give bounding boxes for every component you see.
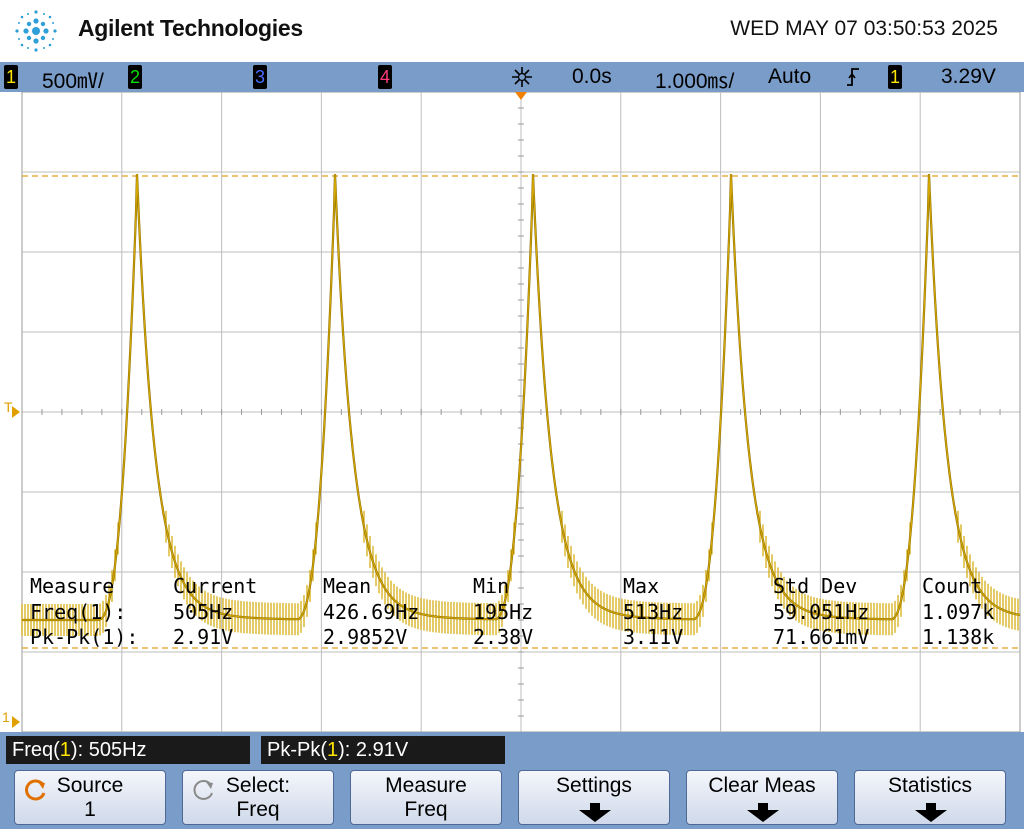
channel-3-indicator[interactable]: 3 (253, 65, 267, 89)
trigger-level[interactable]: 3.29V (941, 65, 996, 89)
trigger-level-marker: T (4, 399, 13, 415)
channel-2-indicator[interactable]: 2 (128, 65, 142, 89)
select-softkey[interactable]: Select: Freq (182, 770, 334, 825)
brand-name: Agilent Technologies (78, 15, 303, 42)
stats-row-label: Freq(1): (30, 600, 126, 624)
stats-cell: 2.38V (473, 625, 533, 649)
clear-meas-softkey[interactable]: Clear Meas (686, 770, 838, 825)
stats-cell: 59.051Hz (773, 600, 869, 624)
stats-cell: 71.661mV (773, 625, 869, 649)
date-time: WED MAY 07 03:50:53 2025 (730, 17, 998, 41)
pk-pk-readout[interactable]: Pk-Pk(1): 2.91V (261, 736, 505, 764)
rising-edge-icon (846, 67, 860, 93)
settings-softkey[interactable]: Settings (518, 770, 670, 825)
stats-row-label: Pk-Pk(1): (30, 625, 138, 649)
agilent-spark-logo-icon (10, 6, 62, 56)
stats-cell: 3.11V (623, 625, 683, 649)
stats-cell: 513Hz (623, 600, 683, 624)
stats-header-max: Max (623, 574, 659, 598)
softkey-bar: Source 1 Select: Freq Measure Freq Setti… (0, 768, 1024, 829)
stats-header-measure: Measure (30, 574, 114, 598)
stats-cell: 195Hz (473, 600, 533, 624)
readout-label: Freq( (12, 739, 60, 761)
submenu-down-arrow-icon (577, 803, 613, 823)
readout-value: ): 505Hz (71, 739, 147, 761)
softkey-label: Clear Meas (687, 774, 837, 798)
time-scale[interactable]: 1.000㎳/ (655, 65, 734, 95)
acquisition-spark-icon (510, 66, 534, 94)
channel-4-indicator[interactable]: 4 (378, 65, 392, 89)
trigger-source: 1 (888, 65, 902, 89)
channel-4-number: 4 (378, 65, 392, 89)
measure-softkey[interactable]: Measure Freq (350, 770, 502, 825)
trigger-level-arrow (12, 406, 20, 418)
channel-1-number: 1 (4, 65, 18, 89)
channel-3-number: 3 (253, 65, 267, 89)
channel-1-scale[interactable]: 500㎷/ (42, 65, 104, 95)
stats-header-current: Current (173, 574, 257, 598)
channel-1-ground-marker: 1 (2, 709, 10, 725)
title-bar: Agilent Technologies WED MAY 07 03:50:53… (0, 0, 1024, 62)
measurement-readout-bar: Freq(1): 505Hz Pk-Pk(1): 2.91V (0, 732, 1024, 768)
source-softkey[interactable]: Source 1 (14, 770, 166, 825)
freq-readout[interactable]: Freq(1): 505Hz (6, 736, 250, 764)
submenu-down-arrow-icon (913, 803, 949, 823)
status-bar: 1 500㎷/ 2 3 4 0.0s 1.000㎳/ Auto 1 3.29V (0, 62, 1024, 92)
stats-cell: 2.91V (173, 625, 233, 649)
stats-cell: 426.69Hz (323, 600, 419, 624)
trigger-source-indicator[interactable]: 1 (888, 65, 902, 89)
stats-header-std-dev: Std Dev (773, 574, 857, 598)
stats-cell: 2.9852V (323, 625, 407, 649)
readout-channel: 1 (60, 739, 71, 761)
readout-channel: 1 (327, 739, 338, 761)
stats-cell: 1.097k (922, 600, 994, 624)
channel-1-indicator[interactable]: 1 (4, 65, 18, 89)
softkey-label: Source (15, 774, 165, 798)
softkey-value: Freq (351, 798, 501, 822)
stats-header-count: Count (922, 574, 982, 598)
stats-cell: 1.138k (922, 625, 994, 649)
statistics-softkey[interactable]: Statistics (854, 770, 1006, 825)
softkey-value: 1 (15, 798, 165, 822)
softkey-label: Settings (519, 774, 669, 798)
softkey-label: Statistics (855, 774, 1005, 798)
ground-marker-arrow (12, 716, 20, 728)
submenu-down-arrow-icon (745, 803, 781, 823)
waveform-display[interactable]: T 1 Measure Current Mean Min Max Std Dev … (0, 92, 1024, 732)
readout-value: ): 2.91V (338, 739, 408, 761)
stats-header-min: Min (473, 574, 509, 598)
softkey-label: Select: (183, 774, 333, 798)
trigger-mode[interactable]: Auto (768, 65, 811, 89)
softkey-label: Measure (351, 774, 501, 798)
stats-header-mean: Mean (323, 574, 371, 598)
measurement-statistics-table: Measure Current Mean Min Max Std Dev Cou… (0, 572, 1024, 652)
stats-cell: 505Hz (173, 600, 233, 624)
readout-label: Pk-Pk( (267, 739, 327, 761)
time-delay[interactable]: 0.0s (572, 65, 612, 89)
channel-2-number: 2 (128, 65, 142, 89)
softkey-value: Freq (183, 798, 333, 822)
